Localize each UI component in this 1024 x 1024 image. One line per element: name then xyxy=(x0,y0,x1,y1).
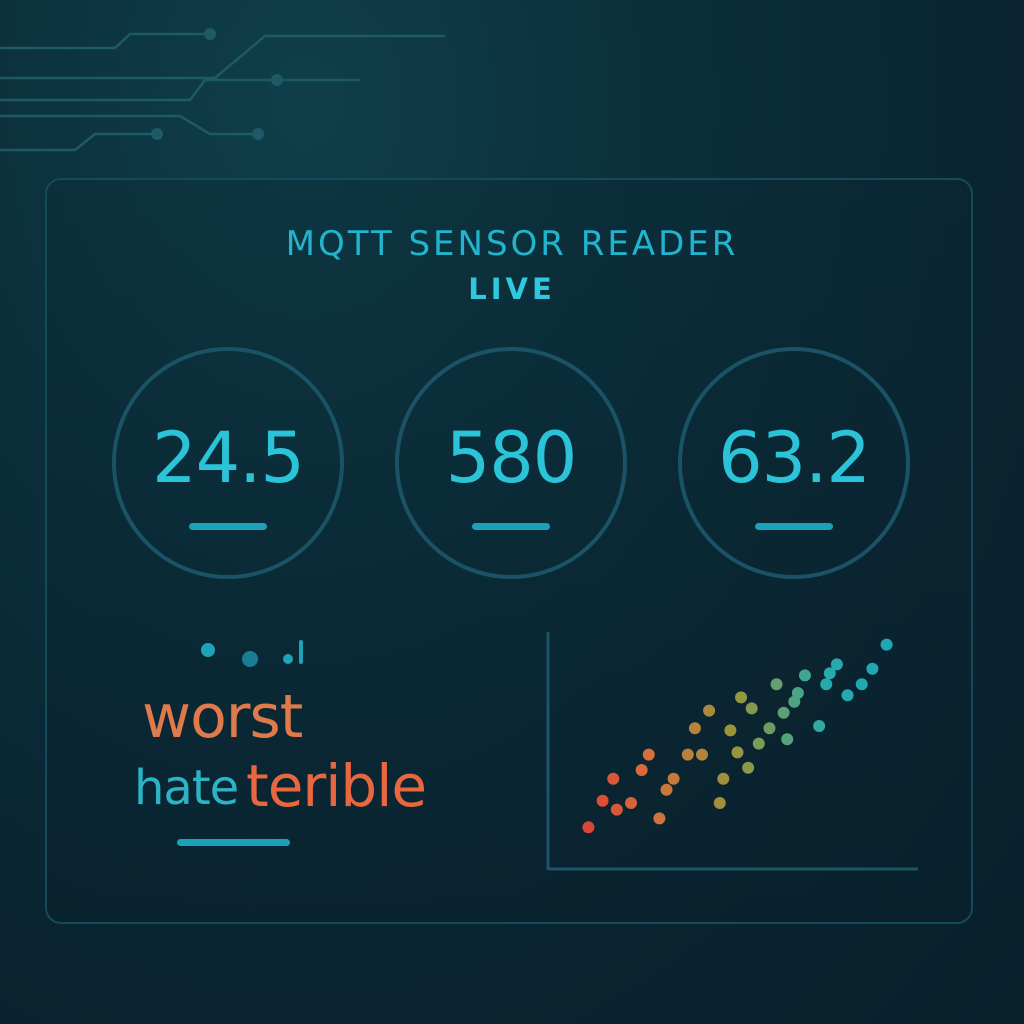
scatter-point xyxy=(724,724,737,737)
scatter-point xyxy=(713,797,726,809)
scatter-point xyxy=(763,722,776,735)
scatter-point xyxy=(635,764,648,776)
scatter-point xyxy=(703,704,716,717)
scatter-point xyxy=(667,772,680,785)
scatter-point xyxy=(696,748,708,761)
scatter-point xyxy=(798,669,811,682)
gauge-1-underline xyxy=(189,523,267,530)
scatter-point xyxy=(777,706,790,719)
scatter-point xyxy=(688,722,701,735)
scatter-point xyxy=(880,638,893,651)
scatter-point xyxy=(717,772,730,785)
scatter-point xyxy=(653,812,666,825)
word-terible: terible xyxy=(246,752,427,820)
scatter-point xyxy=(781,733,794,746)
scatter-point xyxy=(735,691,748,704)
scatter-chart xyxy=(546,632,918,871)
live-status: LIVE xyxy=(468,272,556,306)
scatter-point xyxy=(681,748,694,761)
gauge-3: 63.2 xyxy=(678,347,910,579)
gauge-1: 24.5 xyxy=(112,347,344,579)
scatter-point xyxy=(813,720,826,732)
scatter-point xyxy=(791,687,804,699)
signal-dots-decoration xyxy=(201,640,303,667)
gauge-3-value: 63.2 xyxy=(718,417,871,499)
scatter-point xyxy=(770,678,783,691)
scatter-point xyxy=(752,737,765,750)
scatter-point xyxy=(830,658,843,671)
circuit-decoration xyxy=(0,28,445,152)
scatter-point xyxy=(607,772,620,785)
scatter-point xyxy=(823,667,836,680)
gauge-2: 580 xyxy=(395,347,627,579)
scatter-point xyxy=(625,797,637,809)
scatter-point xyxy=(660,783,673,796)
scatter-point xyxy=(866,662,879,675)
scatter-point xyxy=(596,794,609,807)
gauge-3-underline xyxy=(755,523,833,530)
page-title: MQTT SENSOR READER xyxy=(285,224,739,264)
gauge-2-value: 580 xyxy=(445,417,578,499)
scatter-point xyxy=(582,821,595,834)
gauge-1-value: 24.5 xyxy=(152,417,305,499)
scatter-point xyxy=(610,803,623,816)
scatter-point xyxy=(742,761,755,774)
scatter-point xyxy=(855,678,868,691)
word-hate: hate xyxy=(134,760,239,816)
word-worst: worst xyxy=(142,682,303,752)
scatter-point xyxy=(731,746,744,759)
scatter-point xyxy=(841,689,854,702)
gauge-2-underline xyxy=(472,523,550,530)
scatter-point xyxy=(820,678,833,691)
word-cloud-underline xyxy=(177,839,290,846)
scatter-point xyxy=(745,702,758,715)
scatter-point xyxy=(642,748,655,761)
